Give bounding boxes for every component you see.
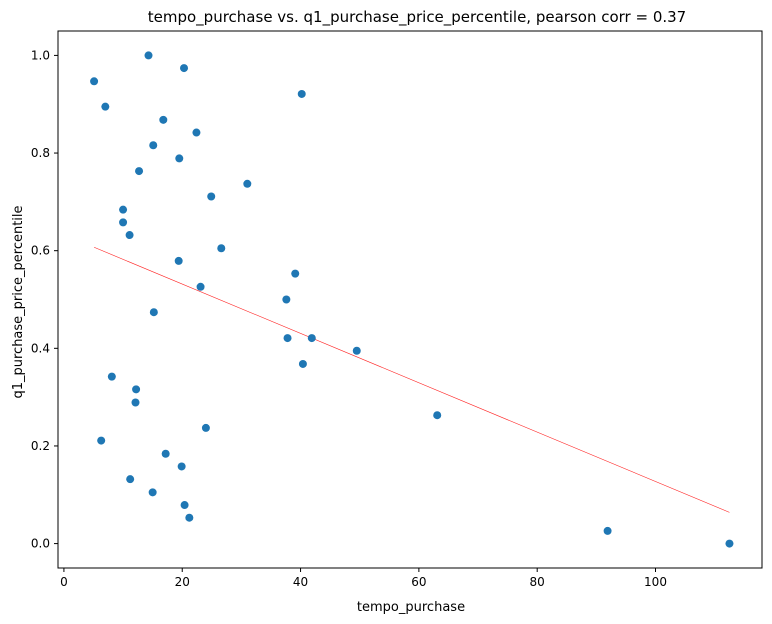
data-point (603, 526, 612, 535)
data-point (177, 462, 186, 471)
data-point (135, 167, 144, 176)
data-point (217, 244, 226, 253)
plot-area: 0 20 40 60 80 100 0.0 0.2 0.4 0.6 0.8 1.0 (31, 30, 763, 589)
data-point (180, 501, 189, 510)
y-tick-label: 1.0 (31, 48, 50, 62)
data-point (201, 423, 210, 432)
data-point (297, 89, 306, 98)
data-point (192, 128, 201, 137)
y-tick-label: 0.2 (31, 439, 50, 453)
data-point (307, 334, 316, 343)
data-point (196, 282, 205, 291)
data-point (119, 205, 128, 214)
x-tick-label: 100 (644, 575, 667, 589)
data-point (185, 513, 194, 522)
data-point (283, 334, 292, 343)
data-point (126, 475, 135, 484)
data-point (144, 51, 153, 60)
data-point (148, 488, 157, 497)
data-point (174, 256, 183, 265)
data-point (352, 346, 361, 355)
data-point (725, 539, 734, 548)
data-point (282, 295, 291, 304)
y-tick-label: 0.6 (31, 244, 50, 258)
data-point (101, 102, 110, 111)
data-point (243, 179, 252, 188)
data-point (291, 269, 300, 278)
chart-title: tempo_purchase vs. q1_purchase_price_per… (148, 8, 686, 27)
plot-frame (57, 30, 763, 569)
data-point (90, 77, 99, 86)
data-point (131, 398, 140, 407)
x-tick-label: 80 (530, 575, 545, 589)
x-tick-label: 60 (411, 575, 426, 589)
trend-line (93, 246, 730, 513)
x-tick-label: 40 (293, 575, 308, 589)
data-point (125, 231, 134, 240)
data-point (298, 359, 307, 368)
data-point (175, 154, 184, 163)
data-point (207, 192, 216, 201)
data-point (107, 372, 116, 381)
data-point (159, 115, 168, 124)
x-tick-label: 0 (60, 575, 68, 589)
x-tick-label: 20 (175, 575, 190, 589)
data-point (149, 308, 158, 317)
y-tick-label: 0.0 (31, 537, 50, 551)
data-point (132, 385, 141, 394)
data-point (161, 449, 170, 458)
y-tick-label: 0.8 (31, 146, 50, 160)
data-point (433, 411, 442, 420)
data-point (97, 436, 106, 445)
data-point (119, 218, 128, 227)
y-axis-title: q1_purchase_price_percentile (11, 205, 26, 398)
x-axis-title: tempo_purchase (357, 600, 465, 615)
data-point (180, 64, 189, 73)
data-point (149, 141, 158, 150)
y-tick-label: 0.4 (31, 341, 50, 355)
